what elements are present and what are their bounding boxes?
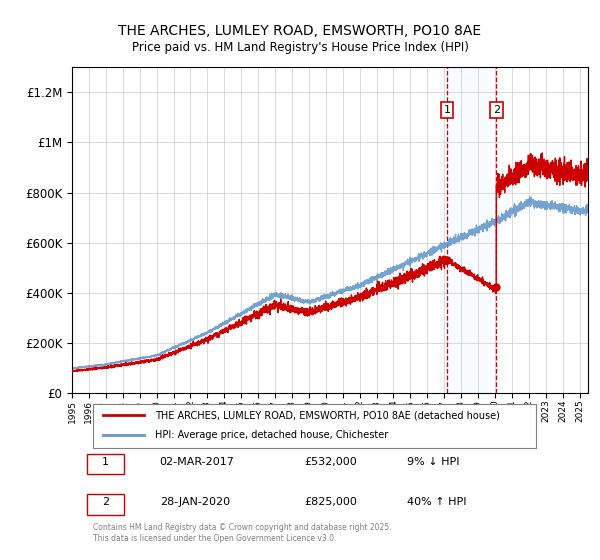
- Text: 2: 2: [493, 105, 500, 115]
- Text: 02-MAR-2017: 02-MAR-2017: [160, 457, 235, 467]
- Text: THE ARCHES, LUMLEY ROAD, EMSWORTH, PO10 8AE: THE ARCHES, LUMLEY ROAD, EMSWORTH, PO10 …: [118, 24, 482, 38]
- Text: Price paid vs. HM Land Registry's House Price Index (HPI): Price paid vs. HM Land Registry's House …: [131, 41, 469, 54]
- Text: THE ARCHES, LUMLEY ROAD, EMSWORTH, PO10 8AE (detached house): THE ARCHES, LUMLEY ROAD, EMSWORTH, PO10 …: [155, 410, 499, 420]
- Text: 1: 1: [102, 457, 109, 467]
- Text: 2: 2: [102, 497, 109, 507]
- Text: 9% ↓ HPI: 9% ↓ HPI: [407, 457, 460, 467]
- Text: 1: 1: [443, 105, 451, 115]
- Text: HPI: Average price, detached house, Chichester: HPI: Average price, detached house, Chic…: [155, 431, 388, 440]
- Text: 40% ↑ HPI: 40% ↑ HPI: [407, 497, 467, 507]
- FancyBboxPatch shape: [88, 494, 124, 515]
- Text: £532,000: £532,000: [304, 457, 357, 467]
- FancyBboxPatch shape: [88, 454, 124, 474]
- FancyBboxPatch shape: [92, 404, 536, 448]
- Text: £825,000: £825,000: [304, 497, 357, 507]
- Text: 28-JAN-2020: 28-JAN-2020: [160, 497, 230, 507]
- Text: Contains HM Land Registry data © Crown copyright and database right 2025.
This d: Contains HM Land Registry data © Crown c…: [92, 523, 391, 543]
- Bar: [447, 67, 496, 394]
